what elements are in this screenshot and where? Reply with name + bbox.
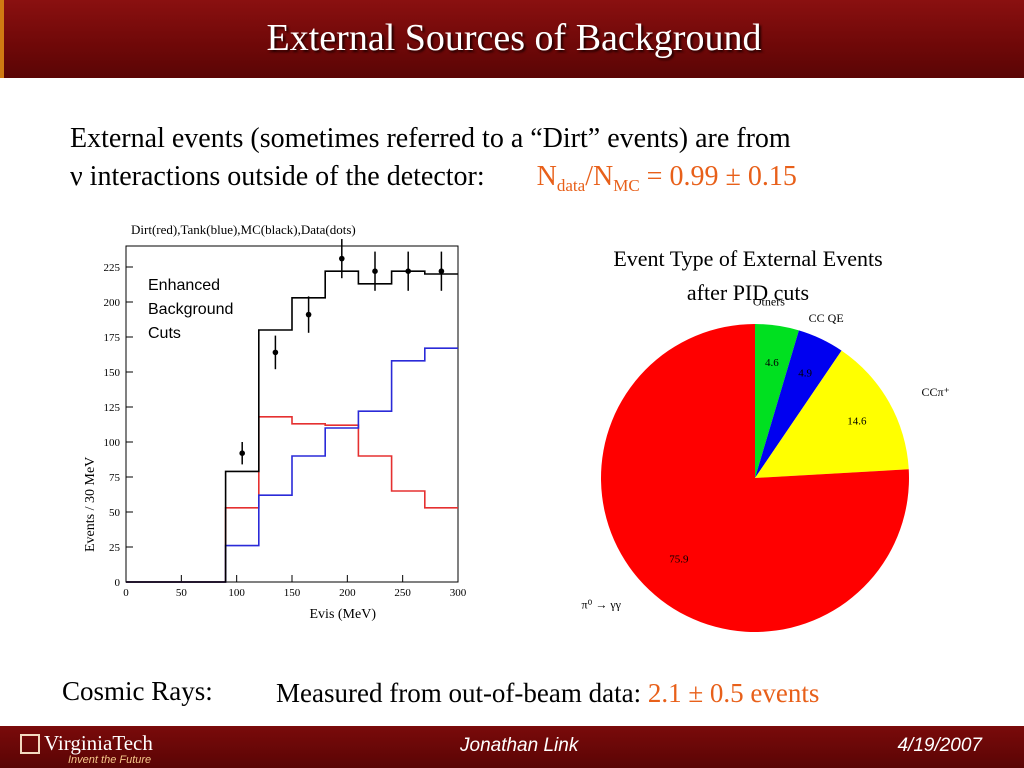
virginia-tech-logo: VirginiaTech Invent the Future (20, 731, 153, 766)
intro-line-2: ν interactions outside of the detector: (70, 161, 485, 192)
pie-slice (755, 330, 842, 478)
y-tick-label: 175 (104, 332, 121, 344)
pie-category-label: CC QE (809, 311, 844, 325)
ratio-expression: Ndata/NMC = 0.99 ± 0.15 (536, 161, 797, 195)
y-tick-label: 50 (109, 507, 121, 519)
intro-line-1: External events (sometimes referred to a… (70, 123, 791, 154)
histogram-frame (125, 245, 459, 583)
data-point (438, 268, 445, 274)
histogram-series-dirt (126, 416, 458, 583)
data-point (405, 268, 412, 274)
footer-date: 4/19/2007 (897, 735, 982, 756)
cosmic-rays-label: Cosmic Rays: (62, 676, 213, 706)
y-tick-label: 125 (104, 402, 121, 414)
y-tick-label: 225 (104, 262, 121, 274)
y-tick-label: 0 (115, 577, 121, 589)
pie-value-label: 14.6 (847, 415, 867, 427)
pie-title-line-2: after PID cuts (686, 280, 810, 305)
pie-slice (755, 350, 909, 478)
pie-category-label: Others (753, 300, 785, 309)
ratio-slash: /N (585, 161, 614, 192)
y-tick-label: 25 (109, 542, 121, 554)
pie-title: Event Type of External Events after PID … (570, 242, 926, 310)
pie-slice (601, 324, 909, 632)
x-tick-label: 300 (450, 587, 467, 599)
x-tick-label: 150 (284, 587, 301, 599)
logo-tagline: Invent the Future (68, 754, 152, 766)
y-tick-label: 100 (104, 437, 121, 449)
data-point (305, 311, 312, 318)
crest-icon (20, 733, 40, 754)
y-tick-label: 75 (109, 472, 121, 484)
intro-line-2-row: ν interactions outside of the detector: … (70, 158, 970, 205)
logo-name: VirginiaTech (44, 731, 153, 755)
cosmic-value: 2.1 ± 0.5 events (647, 678, 820, 708)
histogram-title: Dirt(red),Tank(blue),MC(black),Data(dots… (131, 222, 356, 237)
pie-category-label: CCπ⁺ (921, 385, 949, 399)
annotation-line-3: Cuts (148, 325, 181, 342)
pie-category-label: π⁰ → γγ (582, 598, 622, 612)
ratio-n1: N (536, 161, 557, 192)
annotation-line-2: Background (148, 301, 233, 318)
x-tick-label: 100 (228, 587, 245, 599)
slide-header: External Sources of Background (0, 0, 1024, 78)
cosmic-text: Measured from out-of-beam data: (276, 678, 648, 708)
histogram-xlabel: Evis (MeV) (310, 607, 377, 622)
annotation-line-1: Enhanced (148, 277, 220, 294)
data-point (339, 255, 345, 262)
pie-value-label: 4.9 (798, 367, 812, 379)
ratio-sub-mc: MC (613, 176, 640, 195)
ratio-value: = 0.99 ± 0.15 (639, 161, 797, 192)
data-point (272, 349, 279, 356)
histogram-ylabel: Events / 30 MeV (83, 457, 98, 552)
slide-title: External Sources of Background (266, 17, 762, 59)
y-tick-label: 150 (104, 367, 121, 379)
x-tick-label: 0 (123, 587, 129, 599)
y-tick-label: 200 (104, 297, 121, 309)
pie-value-label: 75.9 (669, 554, 689, 566)
histogram-series-tank (126, 347, 458, 583)
cosmic-measurement: Measured from out-of-beam data: 2.1 ± 0.… (276, 678, 819, 709)
histogram-svg: Dirt(red),Tank(blue),MC(black),Data(dots… (83, 222, 467, 622)
pie-svg: 4.6 Others 4.9 CC QE 14.6 CCπ⁺ 75.9 π⁰ → γγ (582, 295, 950, 632)
ratio-sub-data: data (556, 176, 586, 195)
data-point (372, 268, 378, 274)
intro-text: External events (sometimes referred to a… (70, 120, 970, 205)
pie-value-label: 4.6 (765, 357, 779, 369)
pie-chart: 4.6 Others 4.9 CC QE 14.6 CCπ⁺ 75.9 π⁰ → γγ (566, 295, 966, 640)
footer-author: Jonathan Link (460, 735, 579, 756)
slide-footer: VirginiaTech Invent the Future Jonathan … (0, 726, 1024, 768)
pie-title-line-1: Event Type of External Events (613, 246, 883, 271)
x-tick-label: 50 (176, 587, 188, 599)
x-tick-label: 250 (394, 587, 411, 599)
data-point (239, 450, 245, 456)
x-tick-label: 200 (339, 587, 356, 599)
histogram-chart: Dirt(red),Tank(blue),MC(black),Data(dots… (74, 212, 476, 632)
pie-slice (755, 324, 799, 478)
